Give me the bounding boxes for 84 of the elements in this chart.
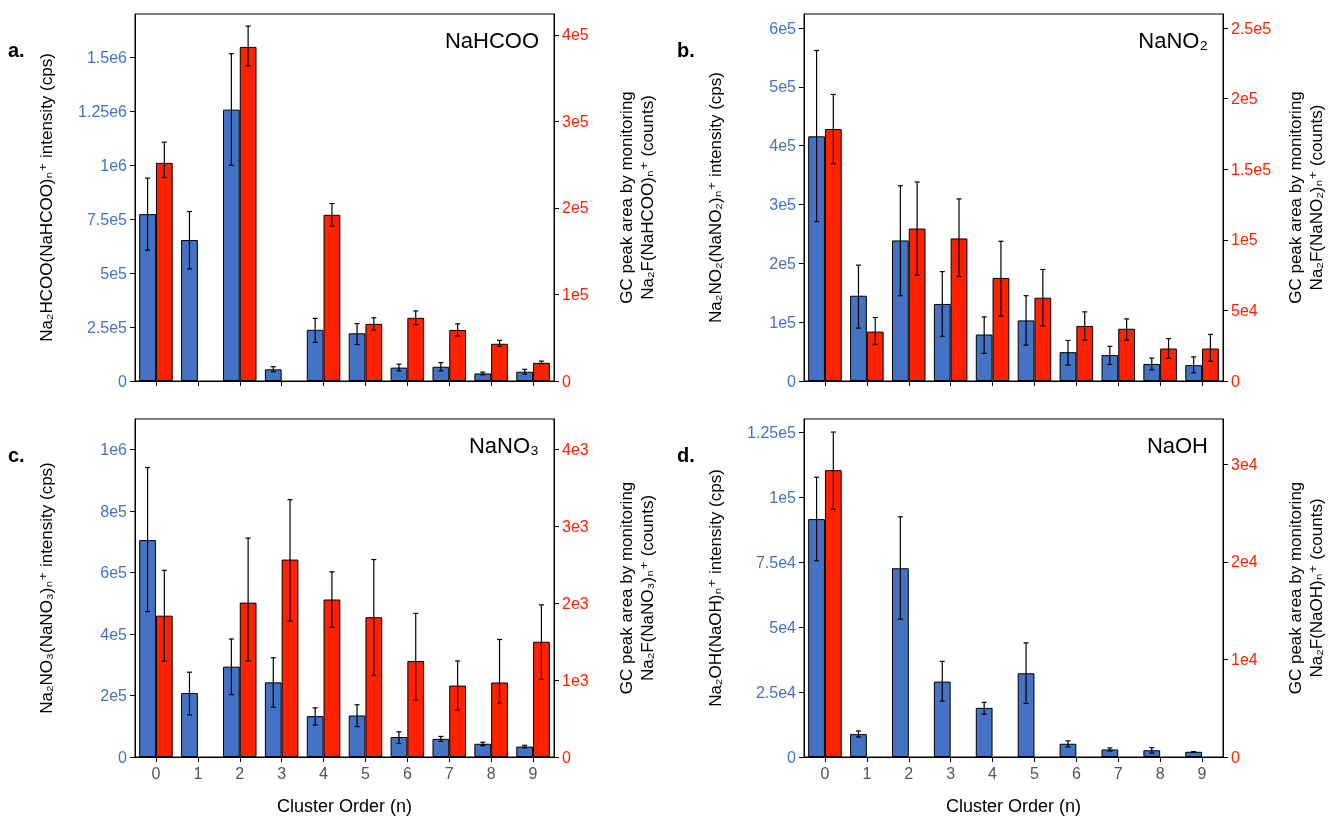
y-tick-label: 1.25e6 — [78, 102, 128, 120]
y2-tick-label: 1e4 — [1231, 650, 1258, 668]
x-tick-label: 4 — [319, 764, 329, 782]
y-tick-label: 2e5 — [100, 687, 128, 705]
y-tick-label: 6e5 — [100, 564, 128, 582]
y-tick-label: 1.5e6 — [86, 48, 128, 66]
y-tick-label: 0 — [787, 372, 797, 390]
y-tick-label: 1.25e5 — [747, 423, 797, 441]
y-tick-label: 3e5 — [769, 196, 797, 214]
y-tick-label: 5e5 — [100, 264, 128, 282]
x-tick-label: 7 — [444, 764, 454, 782]
text: NaNO₃ — [468, 432, 540, 458]
y2-tick-label: 3e3 — [562, 518, 589, 536]
x-tick-label: 2 — [235, 764, 245, 782]
y-tick-label: 0 — [118, 372, 128, 390]
y2-tick-label: 1e5 — [1231, 231, 1258, 249]
y-tick-label: 4e5 — [769, 137, 797, 155]
y2-tick-label: 2e5 — [1231, 90, 1258, 108]
x-tick-label: 0 — [820, 764, 830, 782]
y-tick-label: 5e5 — [769, 78, 797, 96]
y2-tick-label: 0 — [1231, 372, 1240, 390]
x-tick-label: 1 — [862, 764, 872, 782]
x-tick-label: 5 — [361, 764, 370, 782]
y2-tick-label: 3e4 — [1231, 455, 1258, 473]
y2-tick-label: 5e4 — [1231, 301, 1258, 319]
y-tick-label: 2e5 — [769, 254, 797, 272]
y2-tick-label: 2e4 — [1231, 553, 1258, 571]
x-tick-label: 2 — [904, 764, 914, 782]
y-tick-label: 4e5 — [100, 625, 128, 643]
y2-tick-label: 0 — [1231, 748, 1240, 766]
text: d. — [677, 444, 695, 466]
y-tick-label: 1e5 — [769, 488, 797, 506]
text: NaNO₂ — [1138, 27, 1209, 53]
text: NaHCOO — [444, 27, 539, 53]
y-axis-title: Na₂HCOO(NaHCOO)ₙ⁺ intensity (cps) — [37, 53, 56, 342]
x-tick-label: 3 — [277, 764, 287, 782]
y-tick-label: 2.5e4 — [755, 683, 797, 701]
x-tick-label: 9 — [1197, 764, 1207, 782]
y-tick-label: 1e5 — [769, 313, 797, 331]
text: NaOH — [1146, 432, 1208, 458]
y-tick-label: 7.5e4 — [755, 553, 797, 571]
text: b. — [677, 39, 695, 61]
y-axis-title: Na₂NO₂(NaNO₂)ₙ⁺ intensity (cps) — [706, 72, 725, 323]
y2-axis-title: GC peak area by monitoring Na₂F(NaNO₃)ₙ⁺ (counts) — [617, 481, 657, 695]
y-tick-label: 2.5e5 — [86, 318, 128, 336]
y2-tick-label: 2e3 — [562, 594, 589, 612]
x-tick-label: 0 — [151, 764, 161, 782]
y2-tick-label: 0 — [562, 372, 571, 390]
y2-tick-label: 0 — [562, 748, 571, 766]
y2-tick-label: 4e3 — [562, 441, 589, 459]
y2-tick-label: 1e5 — [562, 285, 589, 303]
x-tick-label: 8 — [486, 764, 496, 782]
y-tick-label: 0 — [787, 748, 797, 766]
y2-tick-label: 4e5 — [562, 26, 589, 44]
y-tick-label: 6e5 — [769, 19, 797, 37]
x-axis-title: Cluster Order (n) — [276, 796, 413, 816]
text: c. — [8, 444, 25, 466]
y-tick-label: 5e4 — [769, 618, 797, 636]
y-axis-title: Na₂NO₃(NaNO₃)ₙ⁺ intensity (cps) — [37, 462, 56, 714]
x-tick-label: 1 — [193, 764, 203, 782]
y2-axis-title: GC peak area by monitoring Na₂F(NaNO₂)ₙ⁺ (counts) — [1286, 91, 1326, 304]
y2-tick-label: 2e5 — [562, 199, 589, 217]
y-tick-label: 7.5e5 — [86, 210, 128, 228]
x-tick-label: 6 — [402, 764, 412, 782]
x-axis-title: Cluster Order (n) — [945, 796, 1082, 816]
y-tick-label: 0 — [118, 748, 128, 766]
y2-axis-title: GC peak area by monitoring Na₂F(NaOH)ₙ⁺ (counts) — [1286, 481, 1326, 695]
x-tick-label: 4 — [988, 764, 998, 782]
text: a. — [8, 39, 25, 61]
y2-tick-label: 2.5e5 — [1231, 19, 1272, 37]
y-tick-label: 1e6 — [100, 156, 128, 174]
x-tick-label: 9 — [528, 764, 538, 782]
y2-axis-title: GC peak area by monitoring Na₂F(NaHCOO)ₙ⁺ (counts) — [617, 91, 657, 304]
y2-tick-label: 1.5e5 — [1231, 160, 1272, 178]
y2-tick-label: 1e3 — [562, 671, 589, 689]
x-tick-label: 6 — [1071, 764, 1081, 782]
y-tick-label: 8e5 — [100, 502, 128, 520]
x-tick-label: 5 — [1030, 764, 1039, 782]
y2-tick-label: 3e5 — [562, 112, 589, 130]
y-axis-title: Na₂OH(NaOH)ₙ⁺ intensity (cps) — [706, 469, 725, 707]
x-tick-label: 8 — [1155, 764, 1165, 782]
x-tick-label: 3 — [946, 764, 956, 782]
y-tick-label: 1e6 — [100, 441, 128, 459]
x-tick-label: 7 — [1113, 764, 1123, 782]
